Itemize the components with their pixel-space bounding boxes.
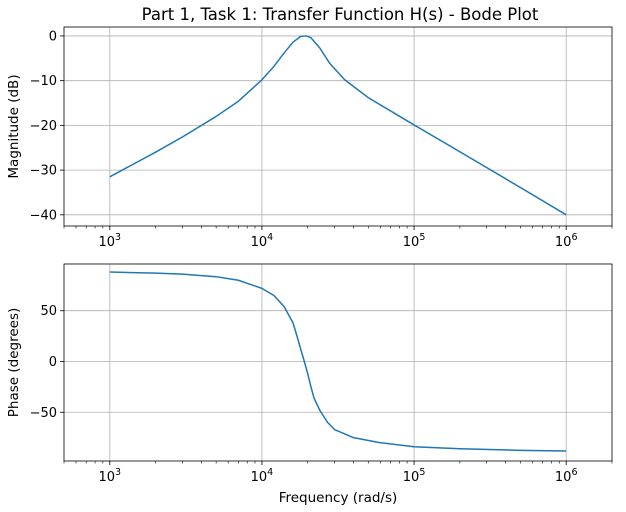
y-tick-label: 0 xyxy=(49,29,57,44)
y-axis-label: Magnitude (dB) xyxy=(6,74,22,178)
phase-plot-line xyxy=(109,271,567,452)
x-tick-label: 105 xyxy=(403,232,426,250)
x-tick-label: 106 xyxy=(555,232,578,250)
y-tick-label: −30 xyxy=(30,164,57,179)
x-tick-label: 105 xyxy=(403,467,426,485)
y-tick-label: 50 xyxy=(40,304,57,319)
phase-axes: 103 104 105 106 50 0 −50 Phase (degrees) Frequen… xyxy=(6,263,613,506)
figure-title: Part 1, Task 1: Transfer Function H(s) -… xyxy=(142,5,539,24)
axes-frame xyxy=(63,263,613,462)
axes-frame xyxy=(63,26,613,227)
x-tick-label: 103 xyxy=(99,467,122,485)
x-tick-label: 104 xyxy=(251,467,274,485)
y-tick-label: 0 xyxy=(49,355,57,370)
magnitude-axes: 103 104 105 106 0 −10 −20 −30 −40 Magnitude (dB) xyxy=(6,26,613,250)
y-axis-label: Phase (degrees) xyxy=(6,308,22,417)
y-tick-label: −50 xyxy=(30,406,57,421)
x-axis-label: Frequency (rad/s) xyxy=(279,490,398,506)
y-tick-label: −10 xyxy=(30,74,57,89)
y-tick-label: −20 xyxy=(30,119,57,134)
x-tick-label: 104 xyxy=(251,232,274,250)
y-tick-label: −40 xyxy=(30,208,57,223)
x-tick-label: 103 xyxy=(99,232,122,250)
x-tick-label: 106 xyxy=(555,467,578,485)
magnitude-plot-line xyxy=(109,35,567,216)
